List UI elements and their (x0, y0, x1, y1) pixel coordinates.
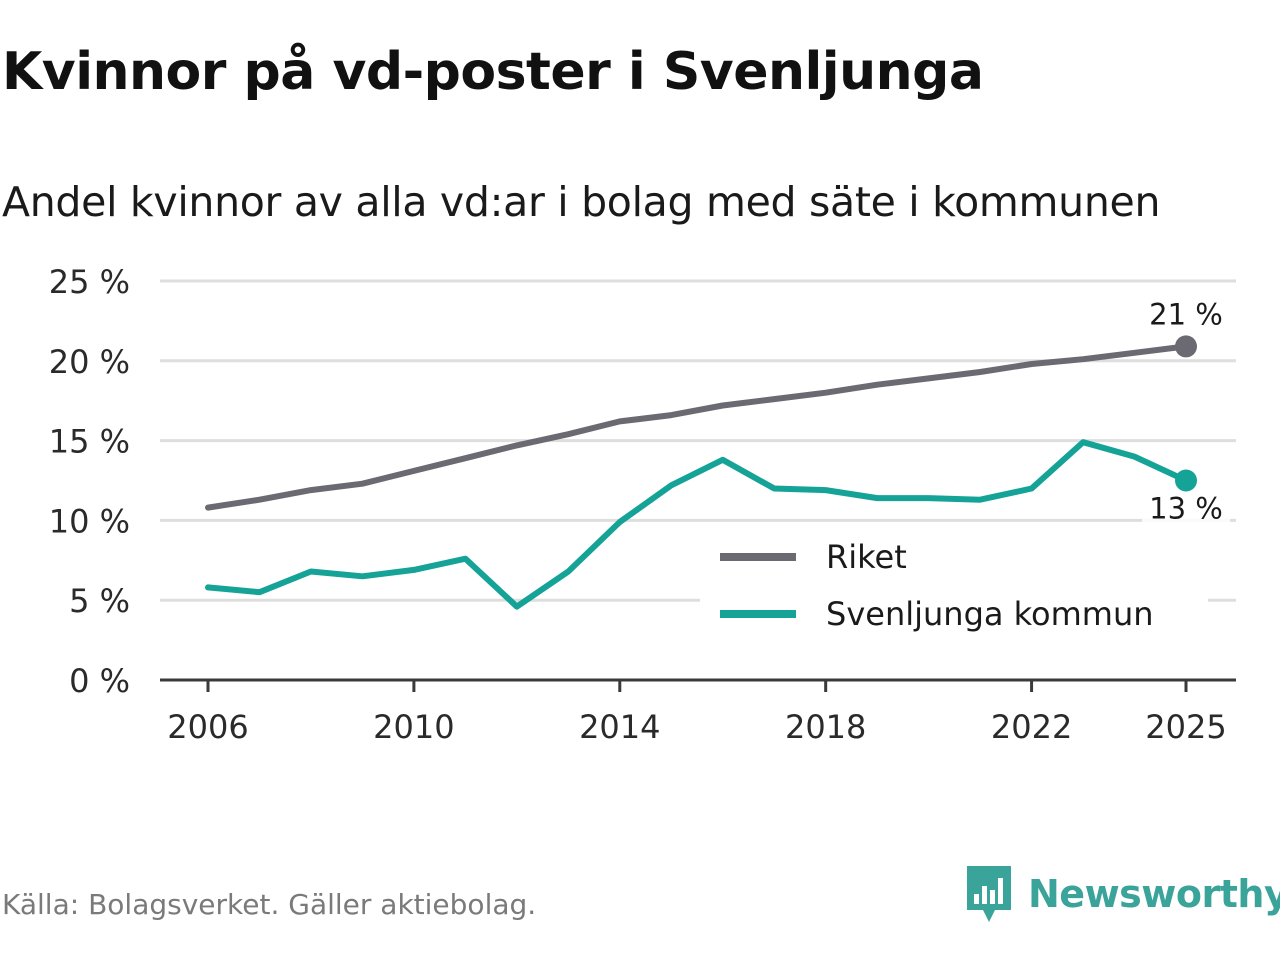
chart-subtitle: Andel kvinnor av alla vd:ar i bolag med … (2, 178, 1161, 226)
x-tick-label: 2022 (991, 708, 1072, 746)
series-line-riket (205, 343, 1189, 511)
y-tick-label: 5 % (69, 582, 130, 620)
x-tick-label: 2006 (167, 708, 248, 746)
end-labels: 21 % 13 % (1142, 297, 1230, 527)
end-label-riket: 21 % (1149, 297, 1223, 331)
chart-title: Kvinnor på vd-poster i Svenljunga (2, 42, 984, 102)
x-tick-label: 2025 (1145, 708, 1226, 746)
legend-background (700, 530, 1208, 648)
x-tick-label: 2018 (785, 708, 866, 746)
newsworthy-logo-icon (967, 866, 1011, 922)
source-note: Källa: Bolagsverket. Gäller aktiebolag. (2, 888, 537, 921)
legend-label-riket: Riket (826, 538, 907, 576)
x-axis: 2006 2010 2014 2018 2022 2025 (160, 678, 1236, 746)
legend: Riket Svenljunga kommun (700, 530, 1208, 648)
x-tick-label: 2010 (373, 708, 454, 746)
y-tick-label: 25 % (49, 263, 130, 301)
y-tick-label: 10 % (49, 502, 130, 540)
y-tick-labels: 0 % 5 % 10 % 15 % 20 % 25 % (49, 263, 130, 700)
end-marker-svenljunga (1175, 469, 1197, 492)
end-marker-riket (1175, 335, 1197, 358)
y-tick-label: 20 % (49, 343, 130, 381)
end-markers (1175, 335, 1197, 492)
brand-name: Newsworthy (1028, 872, 1280, 916)
legend-label-svenljunga: Svenljunga kommun (826, 595, 1154, 633)
y-tick-label: 0 % (69, 662, 130, 700)
brand: Newsworthy (964, 862, 1280, 926)
series-line-svenljunga (205, 439, 1189, 610)
series-lines (205, 343, 1189, 610)
y-tick-label: 15 % (49, 423, 130, 461)
end-label-svenljunga: 13 % (1149, 492, 1223, 526)
x-tick-label: 2014 (579, 708, 660, 746)
end-label-backdrop (1142, 492, 1230, 527)
